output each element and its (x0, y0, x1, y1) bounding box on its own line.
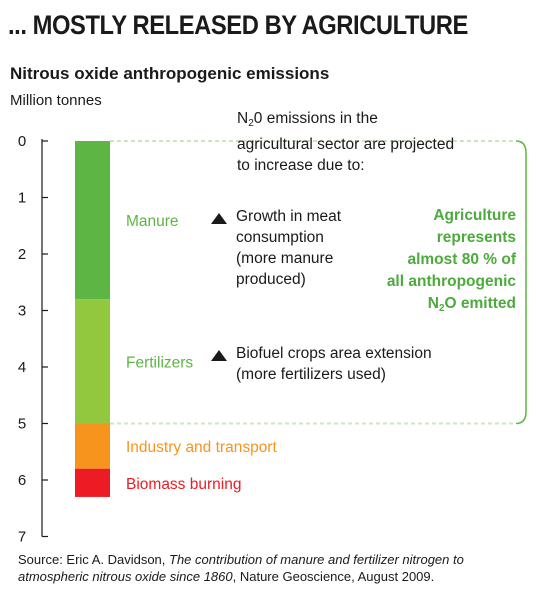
bar-segment (75, 299, 110, 424)
y-tick-label: 1 (18, 190, 26, 207)
callout-line: represents (436, 229, 516, 246)
callout-line: Agriculture (433, 207, 516, 224)
y-tick-label: 7 (18, 529, 26, 546)
manure-annotation-line: consumption (236, 229, 324, 246)
fertilizers-annotation-line: Biofuel crops area extension (236, 345, 432, 362)
agriculture-bracket (515, 140, 527, 425)
manure-annotation-line: produced) (236, 271, 306, 288)
y-tick-label: 0 (18, 133, 26, 150)
bar-segment (75, 141, 110, 300)
agriculture-callout: Agriculture represents almost 80 % of al… (352, 205, 516, 320)
fertilizers-annotation-line: (more fertilizers used) (236, 366, 386, 383)
segment-label: Fertilizers (126, 354, 193, 371)
callout-line: N2O emitted (427, 295, 516, 314)
segment-label: Industry and transport (126, 439, 277, 456)
y-axis-label: Million tonnes (10, 92, 102, 109)
up-triangle-icon (211, 213, 227, 224)
chart-title: Nitrous oxide anthropogenic emissions (10, 64, 330, 83)
manure-annotation-line: (more manure (236, 250, 334, 267)
projection-intro: N20 emissions in the agricultural sector… (237, 108, 454, 176)
segment-label: Biomass burning (126, 476, 241, 493)
segment-label: Manure (126, 213, 179, 230)
source-title: The contribution of manure and fertilize… (18, 552, 464, 584)
y-tick-label: 3 (18, 303, 26, 320)
intro-line-3: to increase due to: (237, 157, 365, 174)
callout-line: all anthropogenic (386, 273, 516, 290)
fertilizers-annotation: Biofuel crops area extension (more ferti… (236, 343, 432, 385)
callout-line: almost 80 % of (407, 251, 516, 268)
intro-line-1: N20 emissions in the (237, 110, 378, 129)
source-note: Source: Eric A. Davidson, The contributi… (18, 552, 464, 584)
manure-annotation-line: Growth in meat (236, 208, 342, 225)
up-triangle-icon (211, 350, 227, 361)
y-tick-label: 2 (18, 246, 26, 263)
y-tick-label: 6 (18, 472, 26, 489)
y-tick-label: 5 (18, 416, 26, 433)
y-tick-label: 4 (18, 359, 26, 376)
intro-line-2: agricultural sector are projected (237, 136, 455, 153)
manure-annotation: Growth in meat consumption (more manure … (236, 206, 341, 290)
page-title: ... MOSTLY RELEASED BY AGRICULTURE (8, 10, 468, 40)
bar-segment (75, 423, 110, 469)
bar-segment (75, 468, 110, 497)
